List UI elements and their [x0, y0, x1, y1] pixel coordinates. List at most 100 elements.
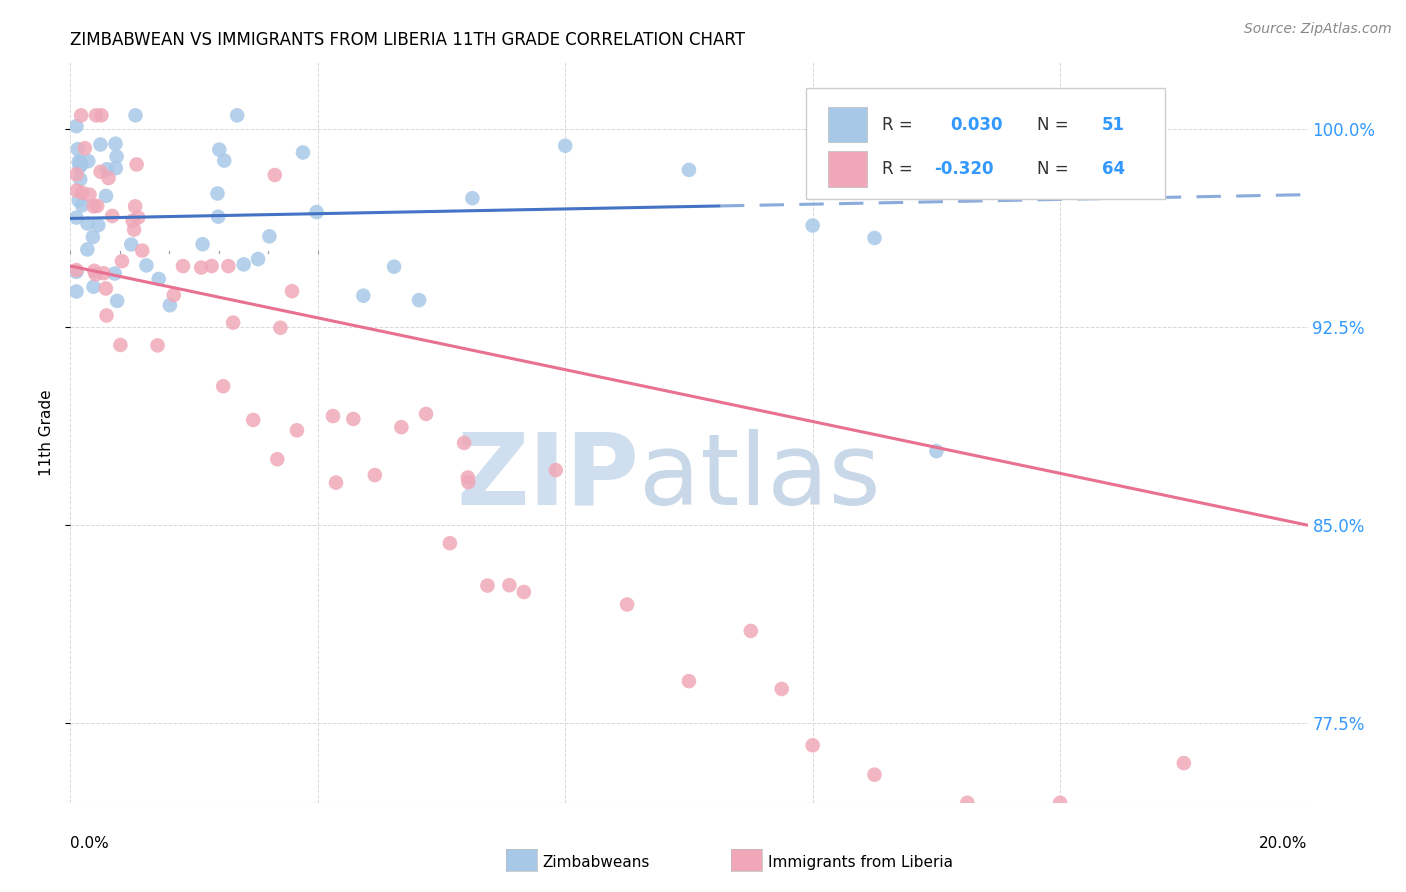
Point: [863, 767, 886, 781]
Point: [65, 184, 87, 198]
Point: [96, 309, 118, 323]
Point: [127, 211, 149, 225]
Text: 0.0%: 0.0%: [70, 836, 110, 851]
Point: [439, 536, 461, 550]
Point: [146, 338, 169, 352]
FancyBboxPatch shape: [807, 88, 1166, 200]
Point: [415, 407, 437, 421]
Text: R =: R =: [882, 160, 918, 178]
Point: [212, 153, 235, 168]
Point: [94, 189, 117, 203]
Point: [67, 194, 90, 208]
Point: [207, 186, 229, 201]
Text: R =: R =: [882, 116, 918, 134]
Point: [69, 172, 91, 186]
Point: [93, 266, 115, 280]
Point: [269, 320, 291, 334]
Text: Zimbabweans: Zimbabweans: [543, 855, 650, 870]
Point: [65, 119, 87, 133]
Point: [89, 137, 111, 152]
Text: 64: 64: [1102, 160, 1125, 178]
Point: [70, 158, 93, 172]
Point: [84, 268, 107, 282]
Point: [352, 288, 374, 302]
Point: [242, 413, 264, 427]
Point: [544, 463, 567, 477]
Point: [104, 161, 127, 176]
Point: [217, 259, 239, 273]
Point: [101, 209, 124, 223]
Text: ZIMBABWEAN VS IMMIGRANTS FROM LIBERIA 11TH GRADE CORRELATION CHART: ZIMBABWEAN VS IMMIGRANTS FROM LIBERIA 11…: [70, 31, 745, 49]
Text: N =: N =: [1036, 116, 1074, 134]
Point: [97, 171, 120, 186]
Point: [281, 284, 304, 298]
Point: [477, 578, 499, 592]
Point: [222, 316, 245, 330]
Text: N =: N =: [1036, 160, 1074, 178]
Point: [863, 231, 886, 245]
Point: [159, 298, 181, 312]
Point: [740, 624, 762, 638]
Point: [457, 470, 479, 484]
Point: [616, 598, 638, 612]
Point: [83, 264, 105, 278]
Point: [266, 452, 288, 467]
Point: [131, 244, 153, 258]
Point: [70, 108, 93, 122]
Text: -0.320: -0.320: [934, 160, 994, 178]
Point: [208, 143, 231, 157]
Text: Immigrants from Liberia: Immigrants from Liberia: [768, 855, 953, 870]
Point: [125, 157, 148, 171]
Text: 20.0%: 20.0%: [1260, 836, 1308, 851]
Point: [67, 154, 90, 169]
Point: [191, 237, 214, 252]
Point: [70, 186, 93, 200]
Point: [770, 681, 793, 696]
Point: [86, 199, 108, 213]
Text: Source: ZipAtlas.com: Source: ZipAtlas.com: [1244, 22, 1392, 37]
Point: [65, 211, 87, 225]
Point: [79, 187, 101, 202]
Point: [90, 165, 112, 179]
Point: [110, 338, 132, 352]
Text: ZIP: ZIP: [457, 428, 640, 525]
Point: [96, 162, 118, 177]
Point: [925, 444, 948, 458]
Point: [122, 222, 145, 236]
Point: [226, 108, 249, 122]
Point: [678, 674, 700, 689]
Point: [232, 257, 254, 271]
Point: [73, 141, 96, 155]
Point: [69, 154, 91, 169]
Point: [90, 108, 112, 122]
Point: [457, 475, 479, 490]
Point: [263, 168, 285, 182]
Point: [305, 205, 328, 219]
Point: [65, 285, 87, 299]
Point: [291, 145, 314, 160]
Point: [342, 412, 364, 426]
Point: [498, 578, 520, 592]
Point: [104, 267, 127, 281]
Point: [76, 243, 98, 257]
Point: [461, 191, 484, 205]
Point: [801, 219, 824, 233]
Point: [956, 796, 979, 810]
Y-axis label: 11th Grade: 11th Grade: [38, 389, 53, 476]
Bar: [828, 152, 868, 186]
Point: [70, 198, 93, 212]
Point: [172, 259, 194, 273]
Point: [124, 199, 146, 213]
Point: [207, 210, 229, 224]
Point: [84, 108, 107, 122]
Point: [65, 265, 87, 279]
Point: [408, 293, 430, 307]
Point: [148, 272, 170, 286]
Point: [104, 136, 127, 151]
Point: [554, 138, 576, 153]
Point: [163, 288, 186, 302]
Point: [83, 279, 105, 293]
Point: [801, 739, 824, 753]
Text: atlas: atlas: [640, 428, 882, 525]
Point: [285, 423, 308, 437]
